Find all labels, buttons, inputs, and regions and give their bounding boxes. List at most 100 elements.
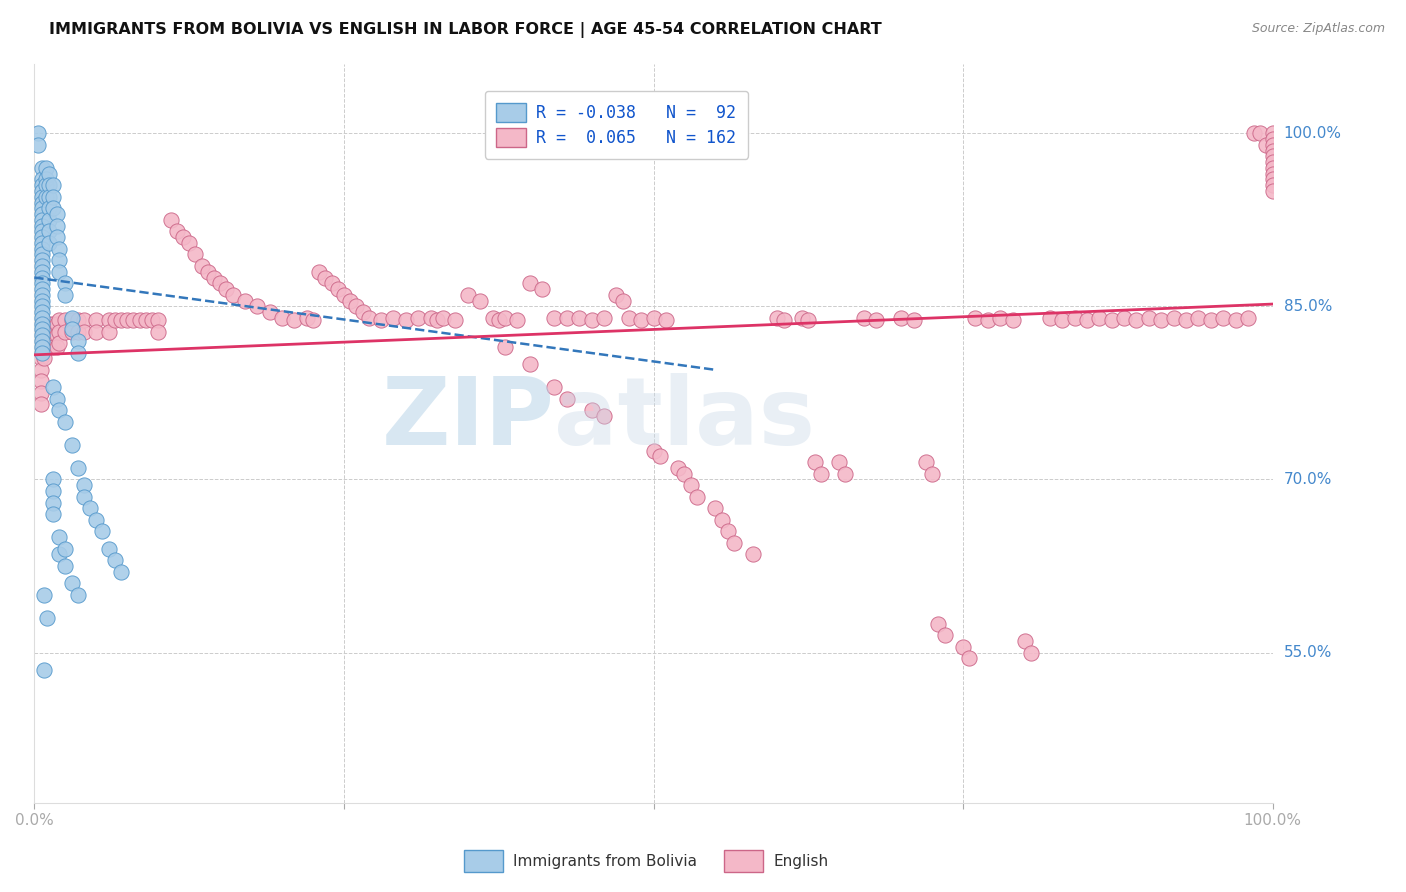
Point [593, 310, 616, 325]
Point [38, 328, 60, 343]
Point [308, 265, 330, 279]
Point [666, 461, 689, 475]
Point [339, 293, 361, 308]
Point [1261, 178, 1284, 193]
Point [38, 167, 60, 181]
Point [42, 340, 65, 354]
Point [31, 305, 53, 319]
Point [209, 277, 232, 291]
Point [283, 313, 305, 327]
Point [1039, 310, 1062, 325]
Point [370, 313, 392, 327]
Text: atlas: atlas [554, 373, 815, 465]
Point [988, 310, 1011, 325]
Point [1243, 126, 1265, 140]
Point [32, 663, 55, 677]
Point [53, 325, 76, 339]
Point [717, 524, 740, 539]
Point [1076, 313, 1098, 327]
Point [395, 313, 418, 327]
Point [915, 455, 938, 469]
Point [122, 313, 145, 327]
Point [30, 375, 52, 389]
Point [179, 235, 201, 250]
Point [30, 317, 52, 331]
Point [45, 207, 67, 221]
Point [53, 277, 76, 291]
Point [38, 235, 60, 250]
Point [1261, 149, 1284, 163]
Point [45, 392, 67, 406]
Point [172, 230, 194, 244]
Point [432, 310, 454, 325]
Point [31, 219, 53, 233]
Point [686, 490, 709, 504]
Point [148, 325, 170, 339]
Point [30, 340, 52, 354]
Point [927, 616, 949, 631]
Point [1261, 144, 1284, 158]
Point [221, 288, 243, 302]
Point [810, 467, 832, 481]
Point [38, 212, 60, 227]
Point [1112, 310, 1135, 325]
Point [66, 345, 89, 359]
Point [766, 310, 789, 325]
Point [593, 409, 616, 423]
Point [828, 455, 851, 469]
Point [42, 495, 65, 509]
Point [110, 313, 132, 327]
Point [35, 611, 58, 625]
Point [444, 313, 467, 327]
Point [357, 310, 380, 325]
Point [31, 247, 53, 261]
Point [60, 438, 83, 452]
Point [73, 313, 96, 327]
Point [202, 270, 225, 285]
Point [48, 265, 70, 279]
Text: 55.0%: 55.0% [1284, 645, 1331, 660]
Point [488, 313, 510, 327]
Point [31, 184, 53, 198]
Point [166, 224, 188, 238]
Point [31, 277, 53, 291]
Point [48, 336, 70, 351]
Point [27, 126, 49, 140]
Point [494, 340, 516, 354]
Point [406, 310, 429, 325]
Point [792, 310, 814, 325]
Point [853, 310, 876, 325]
Point [84, 313, 107, 327]
Point [797, 313, 820, 327]
Text: English: English [773, 854, 828, 869]
Point [952, 640, 974, 654]
Point [470, 293, 492, 308]
Point [66, 313, 89, 327]
Point [97, 541, 120, 556]
Text: ZIP: ZIP [381, 373, 554, 465]
Point [66, 588, 89, 602]
Point [1001, 313, 1024, 327]
Point [84, 513, 107, 527]
Point [704, 501, 727, 516]
Point [803, 455, 825, 469]
Point [42, 202, 65, 216]
Point [246, 299, 269, 313]
Point [38, 202, 60, 216]
Point [1261, 167, 1284, 181]
Point [30, 351, 52, 366]
Point [135, 313, 157, 327]
Point [141, 313, 163, 327]
Point [31, 195, 53, 210]
Point [38, 340, 60, 354]
Point [31, 345, 53, 359]
Point [352, 305, 374, 319]
Point [34, 178, 56, 193]
Point [1050, 313, 1073, 327]
Point [32, 351, 55, 366]
Point [48, 530, 70, 544]
Point [543, 380, 565, 394]
Point [45, 328, 67, 343]
Point [35, 340, 58, 354]
Point [31, 212, 53, 227]
